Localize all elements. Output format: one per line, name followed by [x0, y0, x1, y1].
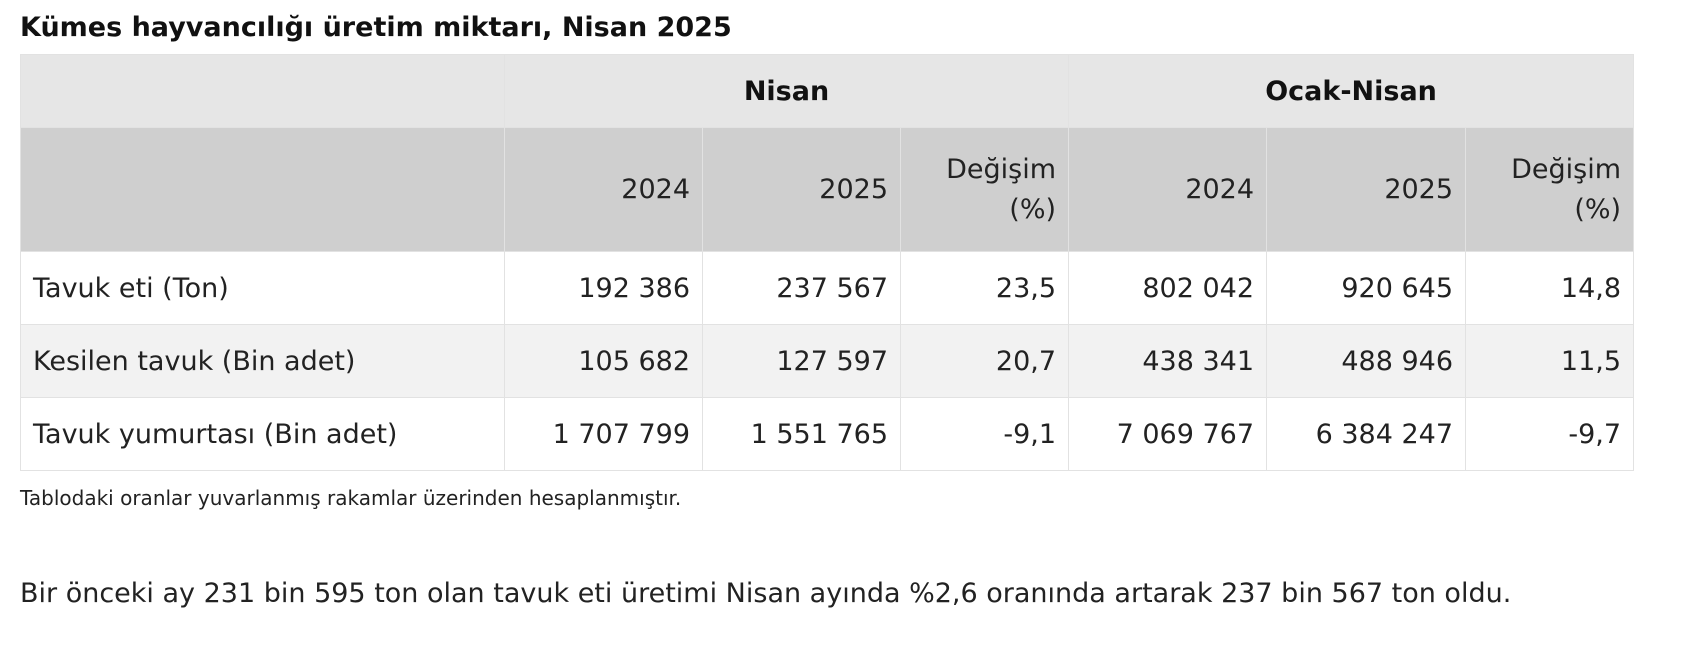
table-cell: 192 386 [504, 251, 703, 325]
table-cell: 20,7 [899, 324, 1070, 398]
subheader-ocak-nisan-2024: 2024 [1068, 127, 1268, 252]
table-title: Kümes hayvancılığı üretim miktarı, Nisan… [20, 12, 732, 43]
table-row: Kesilen tavuk (Bin adet) 105 682 127 597… [20, 324, 1635, 398]
subheader-nisan-change: Değişim (%) [899, 127, 1070, 252]
body-paragraph: Bir önceki ay 231 bin 595 ton olan tavuk… [20, 578, 1512, 609]
table-cell: 920 645 [1266, 251, 1467, 325]
table-cell: 127 597 [702, 324, 901, 398]
subheader-ocak-nisan-2025: 2025 [1266, 127, 1467, 252]
row-label: Tavuk yumurtası (Bin adet) [20, 397, 505, 471]
table-cell: 23,5 [899, 251, 1070, 325]
group-header-row: Nisan Ocak-Nisan [20, 54, 1635, 128]
table-cell: 7 069 767 [1068, 397, 1268, 471]
table-cell: 237 567 [702, 251, 901, 325]
table-cell: 14,8 [1465, 251, 1635, 325]
table-cell: 802 042 [1068, 251, 1268, 325]
table-cell: 1 551 765 [702, 397, 901, 471]
corner-subheader-cell [20, 127, 505, 252]
poultry-production-table: Nisan Ocak-Nisan 2024 2025 Değişim (%) 2… [20, 54, 1635, 471]
corner-header-cell [20, 54, 505, 128]
row-label: Tavuk eti (Ton) [20, 251, 505, 325]
table-footnote: Tablodaki oranlar yuvarlanmış rakamlar ü… [20, 486, 682, 510]
subheader-nisan-2024: 2024 [504, 127, 703, 252]
row-label: Kesilen tavuk (Bin adet) [20, 324, 505, 398]
table-cell: 6 384 247 [1266, 397, 1467, 471]
table-cell: 105 682 [504, 324, 703, 398]
table-cell: -9,1 [899, 397, 1070, 471]
table-cell: -9,7 [1465, 397, 1635, 471]
table-cell: 438 341 [1068, 324, 1268, 398]
group-header-ocak-nisan: Ocak-Nisan [1068, 54, 1635, 128]
subheader-nisan-2025: 2025 [702, 127, 901, 252]
group-header-nisan: Nisan [503, 54, 1070, 128]
table-row: Tavuk eti (Ton) 192 386 237 567 23,5 802… [20, 251, 1635, 325]
sub-header-row: 2024 2025 Değişim (%) 2024 2025 Değişim … [20, 127, 1635, 252]
subheader-ocak-nisan-change: Değişim (%) [1465, 127, 1635, 252]
table-cell: 11,5 [1465, 324, 1635, 398]
table-row: Tavuk yumurtası (Bin adet) 1 707 799 1 5… [20, 397, 1635, 471]
table-cell: 1 707 799 [504, 397, 703, 471]
table-cell: 488 946 [1266, 324, 1467, 398]
